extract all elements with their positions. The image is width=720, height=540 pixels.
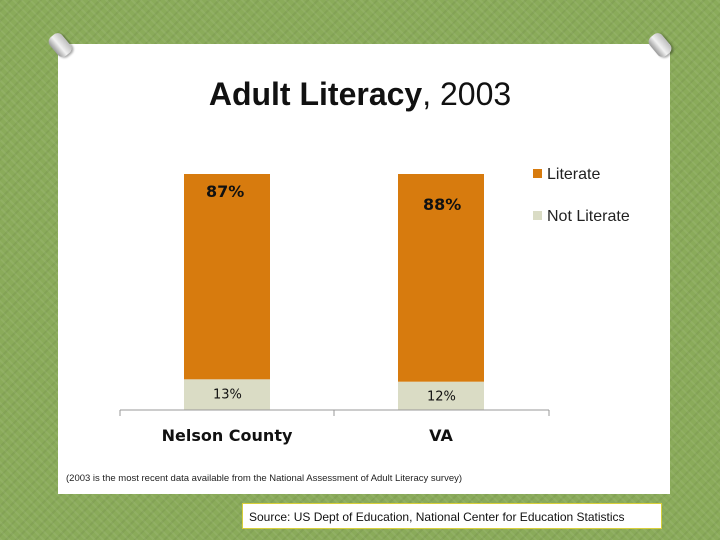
slide-panel bbox=[58, 44, 670, 494]
source-box: Source: US Dept of Education, National C… bbox=[242, 503, 662, 529]
data-label-not-literate-1: 12% bbox=[427, 390, 456, 405]
page-title: Adult Literacy, 2003 bbox=[0, 76, 720, 113]
legend-swatch-literate bbox=[533, 169, 542, 178]
legend-item-not-literate: Not Literate bbox=[533, 208, 630, 226]
bar-not-literate-0 bbox=[184, 379, 270, 410]
data-label-not-literate-0: 13% bbox=[213, 387, 242, 402]
title-rest: , 2003 bbox=[422, 76, 512, 112]
bar-literate-1 bbox=[398, 174, 484, 382]
legend-item-literate: Literate bbox=[533, 166, 600, 184]
survey-note: (2003 is the most recent data available … bbox=[66, 473, 463, 484]
data-label-literate-0: 87% bbox=[206, 182, 244, 201]
title-bold: Adult Literacy bbox=[208, 76, 423, 112]
bar-not-literate-1 bbox=[398, 381, 484, 410]
legend-label-literate: Literate bbox=[547, 166, 601, 183]
legend-swatch-not-literate bbox=[533, 211, 542, 220]
category-label-1: VA bbox=[429, 426, 453, 445]
data-label-literate-1: 88% bbox=[423, 195, 461, 214]
category-label-0: Nelson County bbox=[162, 426, 293, 445]
legend-label-not-literate: Not Literate bbox=[547, 208, 630, 225]
bar-literate-0 bbox=[184, 174, 270, 380]
